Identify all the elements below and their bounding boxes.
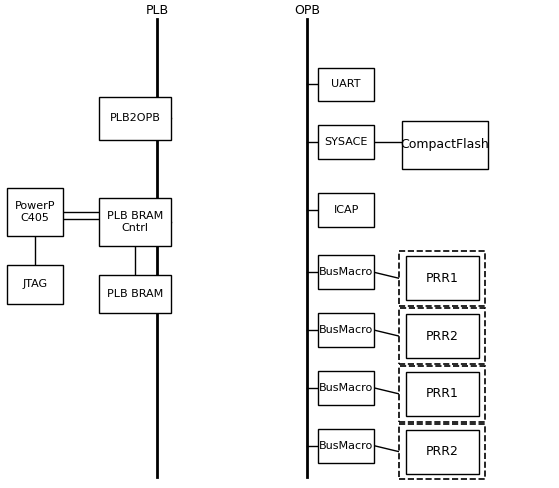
Text: BusMacro: BusMacro	[319, 267, 373, 277]
FancyBboxPatch shape	[99, 97, 171, 140]
Text: PLB2OPB: PLB2OPB	[110, 113, 160, 123]
FancyBboxPatch shape	[406, 430, 479, 474]
Text: JTAG: JTAG	[22, 279, 48, 289]
Text: OPB: OPB	[294, 4, 320, 17]
Text: PRR2: PRR2	[426, 445, 458, 458]
FancyBboxPatch shape	[319, 193, 374, 226]
Text: PRR1: PRR1	[426, 387, 458, 400]
FancyBboxPatch shape	[399, 308, 485, 364]
FancyBboxPatch shape	[319, 371, 374, 405]
FancyBboxPatch shape	[7, 188, 63, 236]
Text: PLB: PLB	[145, 4, 169, 17]
Text: BusMacro: BusMacro	[319, 325, 373, 335]
FancyBboxPatch shape	[319, 429, 374, 463]
Text: BusMacro: BusMacro	[319, 383, 373, 393]
Text: CompactFlash: CompactFlash	[401, 138, 489, 151]
Text: PLB BRAM
Cntrl: PLB BRAM Cntrl	[107, 211, 163, 232]
Text: PRR1: PRR1	[426, 272, 458, 285]
FancyBboxPatch shape	[399, 366, 485, 422]
FancyBboxPatch shape	[399, 251, 485, 306]
FancyBboxPatch shape	[319, 313, 374, 347]
FancyBboxPatch shape	[399, 424, 485, 479]
FancyBboxPatch shape	[406, 256, 479, 300]
FancyBboxPatch shape	[99, 275, 171, 313]
FancyBboxPatch shape	[406, 372, 479, 416]
Text: UART: UART	[331, 80, 361, 89]
FancyBboxPatch shape	[319, 255, 374, 289]
FancyBboxPatch shape	[7, 265, 63, 304]
Text: ICAP: ICAP	[334, 204, 359, 215]
Text: PLB BRAM: PLB BRAM	[107, 289, 163, 299]
Text: PowerP
C405: PowerP C405	[15, 201, 55, 223]
Text: SYSACE: SYSACE	[325, 137, 368, 147]
Text: PRR2: PRR2	[426, 329, 458, 343]
FancyBboxPatch shape	[99, 198, 171, 246]
FancyBboxPatch shape	[319, 125, 374, 159]
Text: BusMacro: BusMacro	[319, 441, 373, 451]
FancyBboxPatch shape	[319, 68, 374, 102]
FancyBboxPatch shape	[402, 121, 488, 169]
FancyBboxPatch shape	[406, 314, 479, 358]
